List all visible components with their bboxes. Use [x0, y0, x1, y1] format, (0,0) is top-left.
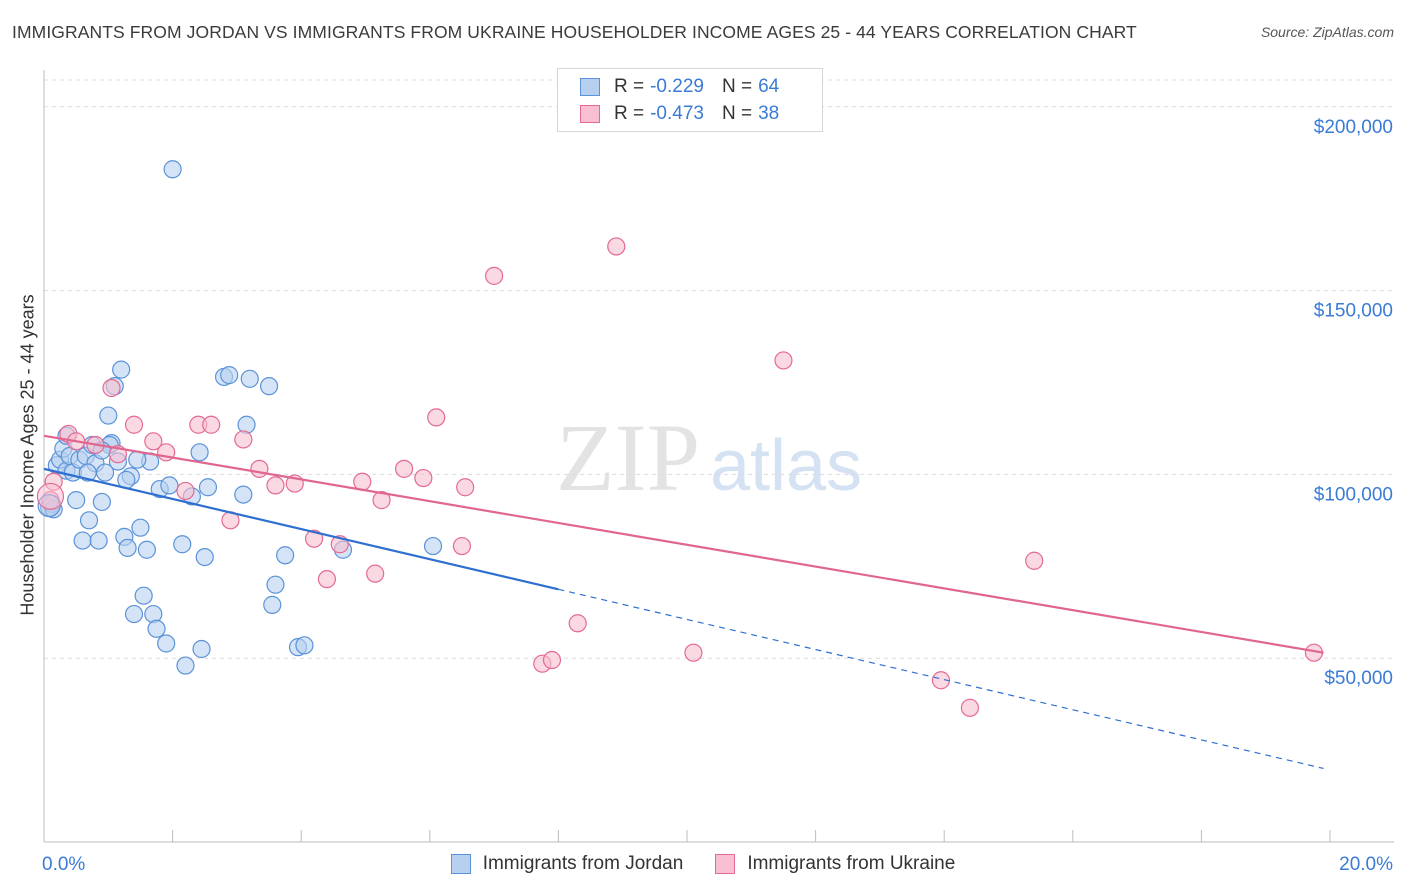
x-tick-label: 0.0% — [42, 854, 85, 875]
legend-swatch-ukraine — [580, 105, 600, 123]
jordan-point — [79, 511, 99, 530]
ukraine-point — [542, 650, 562, 670]
series-legend-label-jordan: Immigrants from Jordan — [482, 853, 684, 874]
jordan-point — [266, 575, 285, 594]
legend-r-label: R = — [614, 103, 645, 124]
series-legend: Immigrants from Jordan Immigrants from U… — [0, 850, 1406, 878]
ukraine-point — [684, 643, 703, 662]
ukraine-point — [931, 671, 951, 690]
ukraine-point — [366, 564, 385, 583]
series-legend-jordan[interactable]: Immigrants from Jordan — [450, 853, 684, 875]
jordan-point — [157, 634, 176, 653]
legend-row-ukraine: R = -0.473 N = 38 — [580, 101, 779, 127]
ukraine-point — [372, 491, 391, 510]
y-tick-label: $150,000 — [1314, 301, 1393, 322]
chart-title: IMMIGRANTS FROM JORDAN VS IMMIGRANTS FRO… — [12, 22, 1137, 42]
legend-n-label: N = — [721, 103, 753, 124]
jordan-point — [128, 450, 147, 469]
y-tick-label: $50,000 — [1324, 668, 1393, 689]
correlation-legend: R = -0.229 N = 64 R = -0.473 N = 38 — [557, 68, 823, 132]
jordan-point — [198, 478, 218, 497]
jordan-point — [99, 406, 118, 425]
jordan-point — [144, 604, 163, 624]
jordan-point — [67, 491, 86, 510]
jordan-point — [220, 366, 239, 385]
y-tick-label: $200,000 — [1314, 117, 1393, 138]
x-tick-label: 20.0% — [1339, 854, 1393, 875]
ukraine-point — [607, 237, 626, 256]
jordan-point — [173, 535, 192, 554]
jordan-point — [240, 369, 259, 388]
jordan-point — [78, 463, 97, 482]
jordan-point — [276, 546, 295, 565]
ukraine-point — [202, 415, 221, 434]
jordan-point — [73, 531, 92, 550]
jordan-point — [124, 604, 144, 624]
legend-n-value-ukraine: 38 — [758, 103, 780, 124]
jordan-trend-line — [43, 467, 559, 591]
ukraine-point — [774, 351, 793, 370]
jordan-point — [237, 415, 256, 434]
jordan-point — [176, 656, 195, 675]
jordan-point — [190, 443, 209, 462]
series-swatch-jordan — [450, 854, 471, 874]
ukraine-point — [144, 432, 163, 451]
ukraine-point — [414, 468, 433, 488]
ukraine-point — [485, 266, 504, 285]
legend-n-label: N = — [721, 76, 753, 97]
ukraine-point — [234, 430, 253, 449]
ukraine-point — [427, 408, 446, 427]
jordan-point — [160, 476, 179, 495]
legend-n-value-jordan: 64 — [758, 76, 780, 97]
jordan-point — [192, 639, 211, 659]
ukraine-point — [266, 476, 285, 495]
jordan-point — [295, 636, 314, 655]
watermark-zip: ZIP — [556, 404, 700, 511]
ukraine-point — [568, 614, 587, 633]
jordan-point — [147, 619, 166, 638]
ukraine-point — [317, 570, 337, 589]
jordan-point — [137, 540, 156, 559]
series-legend-ukraine[interactable]: Immigrants from Ukraine — [715, 853, 955, 875]
ukraine-point-large — [36, 482, 65, 511]
legend-row-jordan: R = -0.229 N = 64 — [580, 74, 779, 100]
legend-r-label: R = — [614, 76, 645, 97]
jordan-point — [195, 547, 214, 567]
series-legend-label-ukraine: Immigrants from Ukraine — [747, 853, 956, 874]
watermark-atlas: atlas — [710, 426, 862, 506]
jordan-point — [118, 538, 137, 558]
y-axis-label: Householder Income Ages 25 - 44 years — [17, 294, 38, 616]
jordan-point — [234, 485, 253, 504]
ukraine-point — [124, 415, 144, 434]
jordan-point — [131, 518, 150, 537]
ukraine-point — [452, 536, 472, 556]
legend-r-value-jordan: -0.229 — [650, 76, 704, 97]
jordan-point — [259, 377, 279, 396]
jordan-point — [89, 531, 108, 550]
ukraine-point — [456, 478, 475, 497]
ukraine-point — [250, 459, 269, 478]
jordan-point — [134, 586, 153, 605]
ukraine-point — [394, 459, 414, 478]
legend-swatch-jordan — [580, 78, 600, 96]
ukraine-trend-line — [43, 434, 1324, 654]
jordan-point — [112, 360, 131, 379]
y-tick-label: $100,000 — [1314, 484, 1393, 505]
ukraine-point — [960, 698, 980, 717]
ukraine-point — [304, 529, 324, 548]
jordan-trend-line-extrapolated — [558, 588, 1324, 770]
legend-r-value-ukraine: -0.473 — [650, 103, 704, 124]
jordan-point — [423, 536, 443, 556]
ukraine-point — [1025, 551, 1044, 570]
jordan-point — [92, 492, 111, 512]
jordan-point — [163, 160, 182, 179]
series-swatch-ukraine — [715, 854, 736, 874]
chart-source: Source: ZipAtlas.com — [1260, 24, 1394, 40]
jordan-point — [263, 595, 282, 614]
ukraine-point — [176, 481, 195, 501]
ukraine-point — [102, 378, 121, 398]
